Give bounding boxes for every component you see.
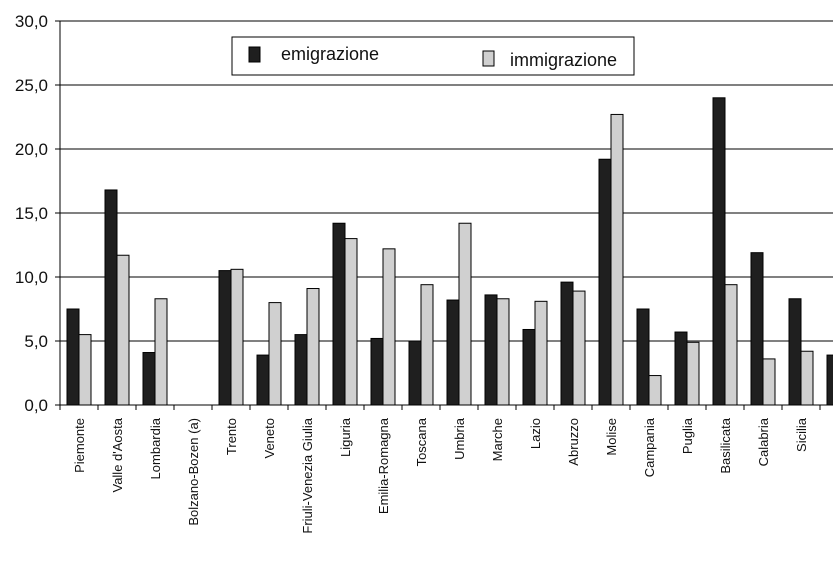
bar-immigrazione — [610, 113, 624, 406]
bar-emigrazione — [104, 189, 118, 406]
category-label: Sicilia — [794, 417, 809, 452]
bar-immigrazione — [572, 290, 586, 406]
legend-swatch-emigrazione — [248, 46, 261, 63]
bar-immigrazione — [496, 298, 510, 406]
category-label: Emilia-Romagna — [376, 417, 391, 514]
bar-emigrazione — [218, 270, 232, 406]
bar-emigrazione — [750, 252, 764, 406]
bar-emigrazione — [66, 308, 80, 406]
bar-emigrazione — [788, 298, 802, 406]
bar-emigrazione — [332, 222, 346, 406]
bar-immigrazione — [116, 254, 130, 406]
category-label: Piemonte — [72, 418, 87, 473]
bar-emigrazione — [294, 334, 308, 406]
category-label: Veneto — [262, 418, 277, 459]
y-tick-label: 25,0 — [15, 76, 48, 95]
legend: emigrazione immigrazione — [231, 36, 635, 76]
x-category-labels: Piemonte Valle d'Aosta Lombardia Bolzano-Bo… — [72, 417, 833, 533]
bar-emigrazione — [256, 354, 270, 406]
bar-emigrazione — [560, 281, 574, 406]
legend-box — [231, 36, 635, 76]
legend-swatch-immigrazione — [482, 50, 495, 67]
bar-immigrazione — [800, 350, 814, 406]
category-label: Lazio — [528, 418, 543, 449]
y-tick-label: 5,0 — [24, 332, 48, 351]
legend-label-immigrazione: immigrazione — [510, 50, 617, 70]
bar-immigrazione — [344, 238, 358, 406]
category-label: Umbria — [452, 417, 467, 460]
category-label: Campania — [642, 417, 657, 477]
axes — [55, 20, 833, 410]
y-tick-label: 20,0 — [15, 140, 48, 159]
category-label: Molise — [604, 418, 619, 456]
bars — [66, 97, 833, 406]
bar-immigrazione — [382, 248, 396, 406]
category-label: Toscana — [414, 417, 429, 466]
y-tick-label: 10,0 — [15, 268, 48, 287]
bar-immigrazione — [268, 302, 282, 406]
bar-immigrazione — [648, 375, 662, 406]
bar-immigrazione — [534, 300, 548, 406]
bar-immigrazione — [762, 358, 776, 406]
y-tick-labels: 0,0 5,0 10,0 15,0 20,0 25,0 30,0 — [15, 12, 48, 415]
category-label: Valle d'Aosta — [110, 417, 125, 492]
bar-immigrazione — [78, 334, 92, 406]
bar-emigrazione — [446, 299, 460, 406]
y-tick-label: 15,0 — [15, 204, 48, 223]
bar-emigrazione — [142, 352, 156, 406]
y-tick-label: 30,0 — [15, 12, 48, 31]
gridlines — [60, 20, 833, 342]
bar-emigrazione — [712, 97, 726, 406]
category-label: Lombardia — [148, 417, 163, 479]
bar-emigrazione — [370, 337, 384, 406]
bar-immigrazione — [230, 268, 244, 406]
category-label: Bolzano-Bozen (a) — [186, 418, 201, 526]
bar-emigrazione — [484, 294, 498, 406]
bar-immigrazione — [724, 284, 738, 406]
category-label: Calabria — [756, 417, 771, 466]
bar-immigrazione — [686, 341, 700, 406]
bar-emigrazione — [522, 328, 536, 406]
bar-immigrazione — [154, 298, 168, 406]
legend-label-emigrazione: emigrazione — [281, 44, 379, 64]
bar-emigrazione — [598, 158, 612, 406]
category-label: Friuli-Venezia Giulia — [300, 417, 315, 533]
bar-emigrazione — [674, 331, 688, 406]
bar-emigrazione — [408, 340, 422, 406]
bar-immigrazione — [420, 284, 434, 406]
y-tick-label: 0,0 — [24, 396, 48, 415]
category-label: Puglia — [680, 417, 695, 454]
category-label: Basilicata — [718, 417, 733, 473]
bar-immigrazione — [306, 288, 320, 406]
category-label: Liguria — [338, 417, 353, 457]
bar-immigrazione — [458, 222, 472, 406]
category-label: Trento — [224, 418, 239, 455]
bar-emigrazione — [826, 354, 833, 406]
category-label: Abruzzo — [566, 418, 581, 466]
bar-emigrazione — [636, 308, 650, 406]
category-label: Marche — [490, 418, 505, 461]
